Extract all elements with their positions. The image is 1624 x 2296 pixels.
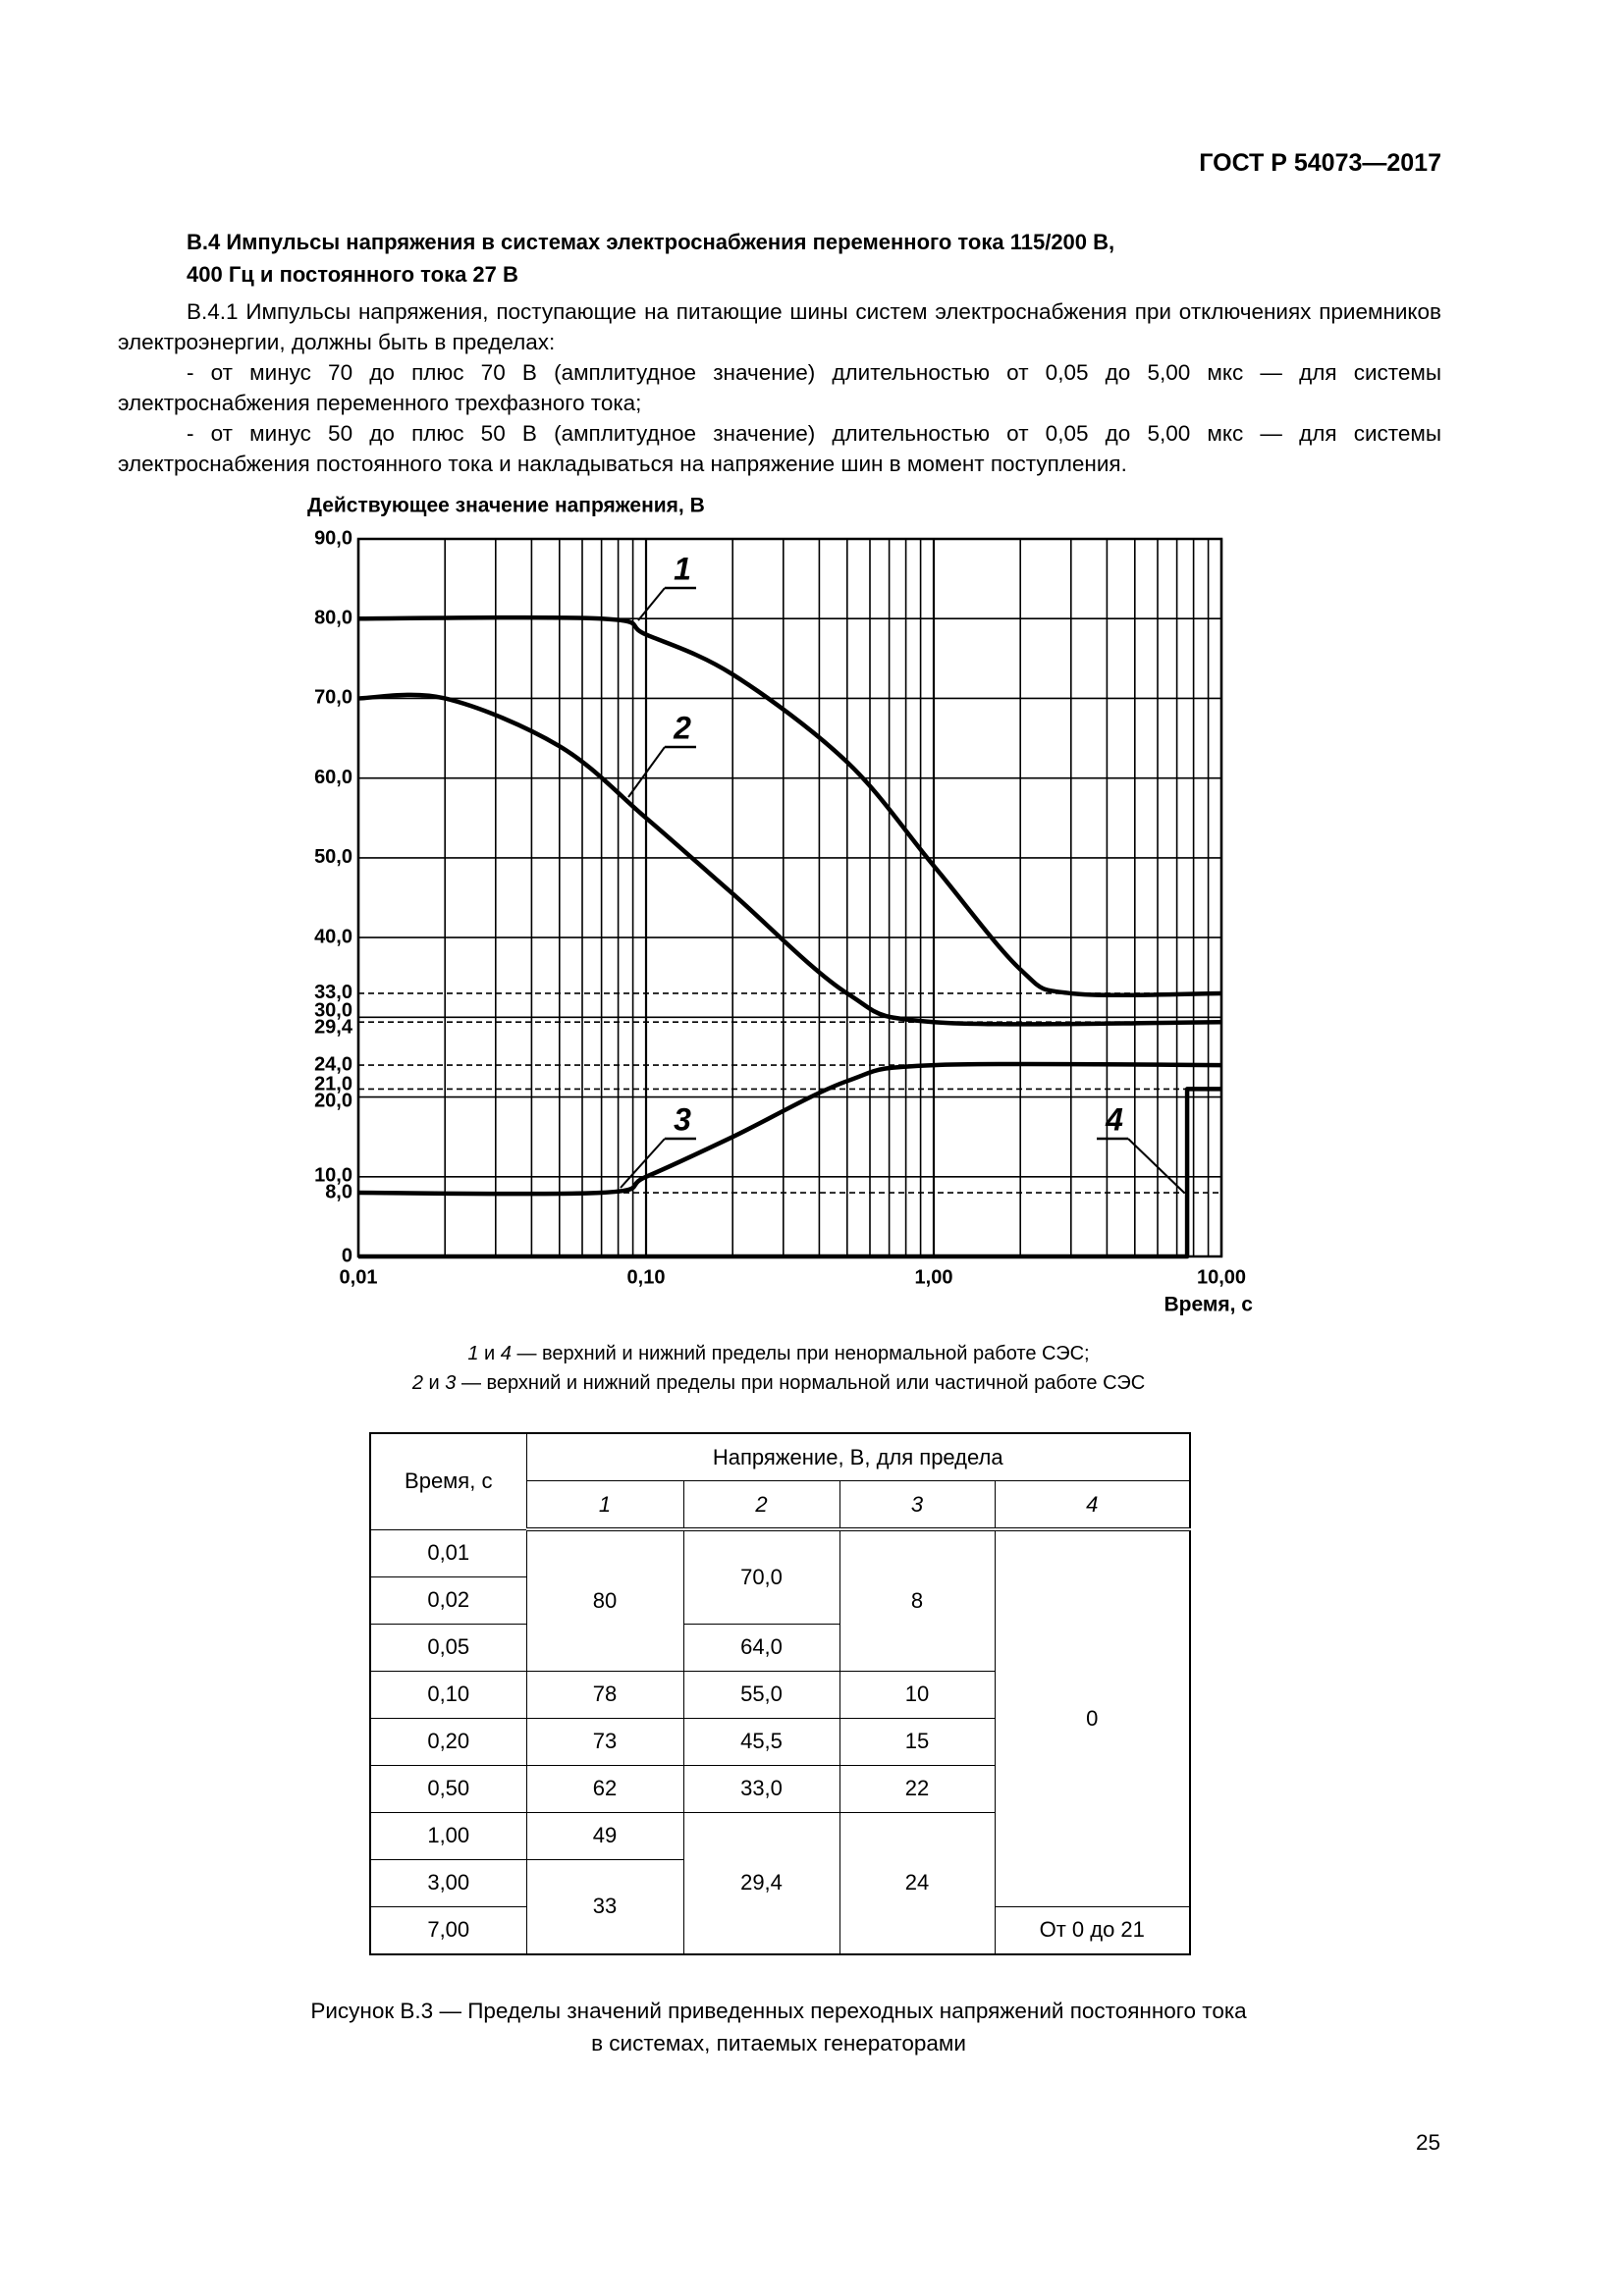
note-ref: 2 — [411, 1372, 423, 1394]
x-tick-label: 10,00 — [1197, 1266, 1246, 1288]
header-cell: Время, с — [369, 1432, 527, 1530]
y-tick-label: 8,0 — [325, 1182, 352, 1203]
note-line: 1 и 4 — верхний и нижний пределы при нен… — [0, 1339, 1557, 1368]
note-text: и — [422, 1372, 446, 1394]
limit-id: 2 — [755, 1491, 768, 1517]
limit-id: 1 — [598, 1491, 612, 1517]
cell: 10 — [839, 1670, 996, 1719]
y-tick-label: 30,0 — [314, 1000, 352, 1022]
limit-id: 3 — [910, 1491, 924, 1517]
y-tick-label: 80,0 — [314, 608, 352, 629]
title-line: В.4 Импульсы напряжения в системах элект… — [187, 230, 1115, 254]
title-line: 400 Гц и постоянного тока 27 В — [187, 262, 518, 287]
cell: 33,0 — [682, 1764, 840, 1813]
y-tick-label: 90,0 — [314, 527, 352, 549]
y-tick-label: 40,0 — [314, 926, 352, 947]
y-tick-label: 33,0 — [314, 982, 352, 1003]
cell: 73 — [525, 1717, 684, 1766]
legend-note: 1 и 4 — верхний и нижний пределы при нен… — [0, 1339, 1557, 1398]
y-tick-label: 0 — [342, 1245, 352, 1266]
y-tick-label: 20,0 — [314, 1090, 352, 1111]
y-tick-label: 24,0 — [314, 1053, 352, 1075]
y-tick-label: 70,0 — [314, 687, 352, 709]
series-label: 1 — [674, 551, 691, 586]
note-ref: 3 — [445, 1372, 457, 1394]
page-number: 25 — [1415, 2130, 1440, 2155]
chart: Действующее значение напряжения, В Время,… — [307, 495, 1253, 1316]
note-text: — верхний и нижний пределы при нормально… — [456, 1372, 1146, 1394]
cell: 0,50 — [369, 1764, 527, 1813]
series-label: 4 — [1105, 1101, 1123, 1137]
section-title: В.4 Импульсы напряжения в системах элект… — [187, 226, 1114, 291]
note-ref: 1 — [467, 1343, 479, 1364]
series-label: 2 — [673, 710, 691, 745]
series-line — [357, 1061, 1222, 1197]
header-cell: 1 — [525, 1480, 684, 1531]
paragraph: - от минус 50 до плюс 50 В (амплитудное … — [118, 421, 1441, 476]
callout-leader — [637, 587, 666, 621]
cell: 78 — [525, 1670, 684, 1719]
doc-id: ГОСТ Р 54073—2017 — [1199, 149, 1441, 177]
figure-caption: Рисунок В.3 — Пределы значений приведенн… — [0, 1995, 1557, 2059]
cell: 1,00 — [369, 1811, 527, 1860]
y-tick-label: 21,0 — [314, 1073, 352, 1095]
series-line — [358, 1087, 1221, 1259]
cell: 0,10 — [369, 1670, 527, 1719]
header-cell: 3 — [839, 1480, 996, 1531]
note-text: и — [478, 1343, 501, 1364]
note-line: 2 и 3 — верхний и нижний пределы при нор… — [0, 1368, 1557, 1398]
callout-leader — [627, 746, 666, 798]
caption-line: в системах, питаемых генераторами — [591, 2031, 966, 2056]
cell: 45,5 — [682, 1717, 840, 1766]
series-line — [357, 692, 1222, 1027]
paragraphs: В.4.1 Импульсы напряжения, поступающие н… — [118, 296, 1441, 479]
x-tick-label: 0,10 — [627, 1266, 666, 1288]
paragraph: В.4.1 Импульсы напряжения, поступающие н… — [118, 299, 1441, 354]
cell: 0,20 — [369, 1717, 527, 1766]
x-axis-label: Время, с — [1164, 1294, 1253, 1316]
y-tick-label: 10,0 — [314, 1165, 352, 1187]
x-tick-label: 0,01 — [340, 1266, 378, 1288]
limit-id: 4 — [1086, 1491, 1099, 1517]
y-tick-label: 29,4 — [314, 1017, 353, 1039]
cell: 24 — [839, 1811, 996, 1954]
cell: 62 — [525, 1764, 684, 1813]
cell: 15 — [839, 1717, 996, 1766]
callout-leader — [620, 1138, 666, 1189]
cell: 3,00 — [369, 1858, 527, 1907]
note-ref: 4 — [500, 1343, 512, 1364]
series-line — [357, 614, 1222, 998]
caption-line: Рисунок В.3 — Пределы значений приведенн… — [310, 1999, 1247, 2023]
y-tick-label: 50,0 — [314, 846, 352, 868]
cell: 80 — [525, 1528, 684, 1672]
cell: 29,4 — [682, 1811, 840, 1954]
cell: 22 — [839, 1764, 996, 1813]
cell: 8 — [839, 1528, 996, 1672]
callout-leader — [1127, 1138, 1185, 1194]
header-cell: Напряжение, В, для предела — [525, 1432, 1191, 1481]
header-cell: 4 — [994, 1480, 1191, 1531]
cell: 70,0 — [682, 1528, 840, 1625]
paragraph: - от минус 70 до плюс 70 В (амплитудное … — [118, 360, 1441, 415]
plot-frame — [356, 537, 1223, 1258]
cell: 55,0 — [682, 1670, 840, 1719]
note-text: — верхний и нижний пределы при ненормаль… — [511, 1343, 1090, 1364]
cell: 0 — [994, 1528, 1191, 1907]
x-tick-label: 1,00 — [915, 1266, 953, 1288]
cell: 33 — [525, 1858, 684, 1954]
cell: 7,00 — [369, 1905, 527, 1954]
cell: 0,05 — [369, 1623, 527, 1672]
cell: 0,02 — [369, 1575, 527, 1625]
cell: 0,01 — [369, 1528, 527, 1577]
y-tick-label: 60,0 — [314, 767, 352, 788]
cell: 64,0 — [682, 1623, 840, 1672]
series-label: 3 — [674, 1101, 691, 1137]
y-axis-label: Действующее значение напряжения, В — [307, 495, 705, 517]
cell: От 0 до 21 — [994, 1905, 1191, 1954]
cell: 49 — [525, 1811, 684, 1860]
header-cell: 2 — [682, 1480, 840, 1531]
